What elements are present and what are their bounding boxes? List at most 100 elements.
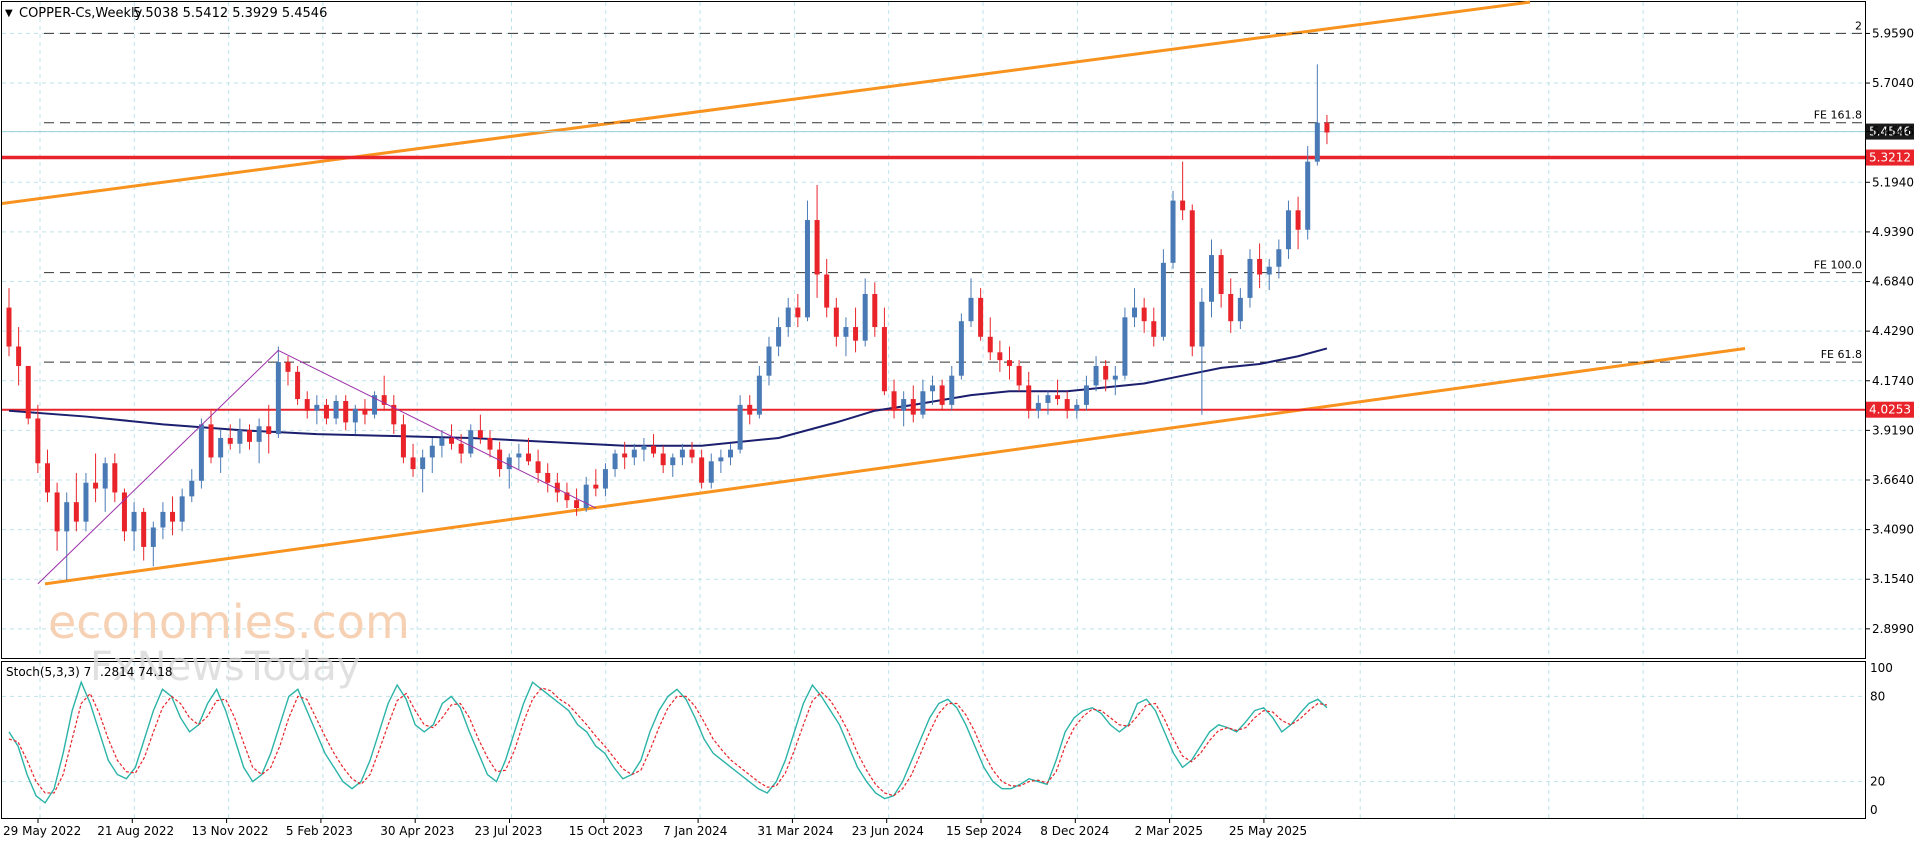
candle-body: [968, 297, 974, 322]
fib-level-label: FE 161.8: [1814, 109, 1862, 122]
x-tick-label: 13 Nov 2022: [192, 824, 269, 838]
axis-layer: 5.9590 5.7040 5.4546 5.1940 4.9390 4.6840 4.42…: [3, 26, 1914, 838]
candle-body: [1103, 365, 1109, 380]
candle-body: [756, 375, 762, 415]
candle: [458, 434, 464, 464]
candle-body: [1266, 266, 1272, 275]
candle: [1141, 297, 1147, 333]
candle: [362, 399, 368, 425]
candle-body: [833, 307, 839, 337]
candle: [1083, 375, 1089, 411]
candle-body: [381, 395, 387, 405]
candle: [631, 443, 637, 466]
candle: [997, 340, 1003, 372]
candle-body: [477, 430, 483, 438]
fib-layer: 2 FE 161.8 FE 100.0 FE 61.8: [44, 19, 1865, 363]
candle-body: [795, 307, 801, 318]
candle-body: [1064, 399, 1070, 411]
candle: [930, 375, 936, 405]
candle: [35, 404, 41, 473]
candle-body: [198, 424, 204, 481]
candle-body: [785, 307, 791, 328]
candle-body: [285, 362, 291, 372]
stoch-y-tick-label: 0: [1870, 803, 1878, 817]
stoch-main-line: [8, 680, 1328, 804]
candle-body: [83, 482, 89, 522]
candle: [535, 449, 541, 483]
candle-body: [352, 408, 358, 423]
candle-body: [1285, 210, 1291, 250]
candle: [968, 278, 974, 328]
collapse-triangle-icon[interactable]: ▼: [5, 8, 13, 19]
candle-body: [545, 472, 551, 483]
candle: [804, 200, 810, 322]
candle: [391, 395, 397, 435]
candle-body: [1295, 210, 1301, 230]
y-tick-label: 3.4090: [1872, 523, 1914, 537]
candle-body: [1045, 395, 1051, 403]
candle: [93, 453, 99, 503]
y-tick-label: 5.7040: [1872, 76, 1914, 90]
candle-body: [1006, 360, 1012, 366]
candle-body: [189, 480, 195, 497]
level-price-tag: [1866, 401, 1914, 418]
fib-level-label: FE 100.0: [1814, 259, 1862, 272]
x-tick-label: 29 May 2022: [3, 824, 81, 838]
candle-body: [564, 492, 570, 501]
level-price-tag: [1866, 149, 1914, 166]
candle-body: [218, 437, 224, 458]
candle-body: [689, 449, 695, 458]
candle-body: [64, 502, 70, 532]
candle-body: [1180, 200, 1186, 211]
candle-body: [631, 449, 637, 458]
candle-body: [323, 404, 329, 419]
candle: [824, 258, 830, 318]
candle: [1026, 371, 1032, 419]
ohlc-values: 5.5038 5.5412 5.3929 5.4546: [133, 6, 327, 21]
candle: [881, 307, 887, 396]
x-tick-label: 15 Oct 2023: [569, 824, 643, 838]
candle: [776, 317, 782, 357]
candle-body: [237, 430, 243, 444]
candle-body: [1189, 210, 1195, 347]
x-tick-label: 25 May 2025: [1229, 824, 1307, 838]
candle: [1132, 288, 1138, 328]
candle: [699, 449, 705, 489]
candle-body: [978, 297, 984, 337]
candle-body: [468, 430, 474, 454]
y-tick-label: 5.4546: [1872, 125, 1914, 139]
candle: [949, 365, 955, 411]
candle: [83, 472, 89, 532]
candle-layer: [6, 64, 1330, 581]
candle: [170, 496, 176, 536]
level-price-label: 5.3212: [1869, 151, 1911, 165]
x-tick-label: 7 Jan 2024: [663, 824, 727, 838]
candle-body: [747, 404, 753, 415]
candle: [449, 424, 455, 450]
candle-body: [1055, 395, 1061, 400]
candle: [651, 434, 657, 458]
candle: [218, 430, 224, 473]
candle-body: [266, 426, 272, 435]
candle: [506, 453, 512, 489]
candle: [525, 437, 531, 466]
candle: [295, 365, 301, 405]
candle-body: [391, 404, 397, 425]
candle: [266, 404, 272, 454]
candle-body: [997, 352, 1003, 361]
candle: [343, 395, 349, 431]
candle-body: [737, 404, 743, 450]
candle-body: [872, 293, 878, 328]
candle-body: [583, 484, 589, 509]
candle-body: [44, 463, 50, 493]
candle: [1170, 190, 1176, 269]
watermark-brand: economies.com: [48, 595, 410, 649]
candle-body: [622, 453, 628, 458]
candle-body: [862, 293, 868, 341]
candle: [1218, 249, 1224, 308]
candle: [372, 391, 378, 419]
candle: [1324, 114, 1330, 145]
candle-body: [458, 443, 464, 454]
candle: [814, 185, 820, 298]
candle-body: [1132, 307, 1138, 318]
